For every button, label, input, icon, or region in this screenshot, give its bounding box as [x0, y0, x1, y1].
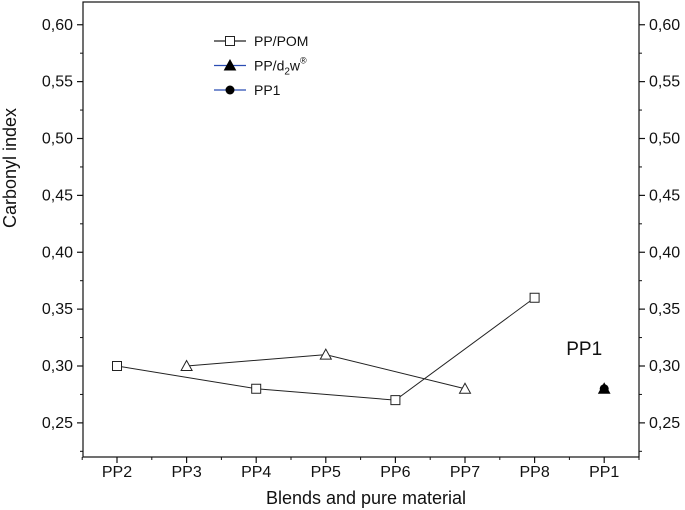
right-y-tick-label: 0,25: [649, 415, 680, 432]
data-point: [390, 395, 401, 406]
right-y-tick-label: 0,30: [649, 358, 680, 375]
data-point: [319, 348, 333, 360]
right-y-axis: 0,25 0,30 0,35 0,40 0,45 0,50 0,55 0,60: [639, 17, 680, 452]
legend-marker: [223, 58, 237, 71]
right-y-tick-label: 0,60: [649, 17, 680, 34]
series-line: [186, 354, 466, 390]
series-line: [116, 297, 535, 401]
x-tick-label: PP6: [380, 464, 410, 481]
legend-label: PP/POM: [254, 33, 308, 49]
series-1: [112, 292, 540, 406]
right-y-tick-label: 0,35: [649, 301, 680, 318]
x-axis-title: Blends and pure material: [266, 488, 466, 508]
legend-item: PP/d2w®: [214, 56, 307, 78]
legend-label: PP1: [254, 82, 281, 98]
legend-label: PP/d2w®: [254, 56, 307, 78]
annotations: PP1: [566, 339, 602, 360]
y-tick-label: 0,50: [42, 131, 73, 148]
y-tick-label: 0,30: [42, 358, 73, 375]
x-tick-label: PP4: [241, 464, 271, 481]
overlay-data-point: [597, 382, 611, 394]
y-tick-label: 0,60: [42, 17, 73, 34]
data-point: [529, 292, 540, 303]
legend-item: PP/POM: [214, 33, 308, 49]
y-tick-label: 0,25: [42, 415, 73, 432]
x-tick-label: PP8: [519, 464, 549, 481]
legend-marker: [225, 36, 235, 46]
x-axis: PP2 PP3 PP4 PP5 PP6 PP7 PP8 PP1: [81, 457, 640, 481]
plot-frame: [82, 1, 640, 458]
x-tick-label: PP7: [450, 464, 480, 481]
right-y-tick-label: 0,45: [649, 187, 680, 204]
annotation-label: PP1: [566, 339, 602, 360]
left-y-axis: 0,25 0,30 0,35 0,40 0,45 0,50 0,55 0,60: [42, 17, 83, 452]
x-tick-label: PP2: [102, 464, 132, 481]
right-y-tick-label: 0,40: [649, 244, 680, 261]
data-point: [458, 382, 472, 394]
series-layer: [112, 292, 611, 406]
data-point: [112, 361, 122, 371]
data-point: [251, 383, 262, 394]
x-tick-label: PP5: [311, 464, 341, 481]
right-y-tick-label: 0,50: [649, 131, 680, 148]
right-y-tick-label: 0,55: [649, 74, 680, 91]
legend-item: PP1: [214, 82, 281, 98]
y-tick-label: 0,45: [42, 187, 73, 204]
x-tick-label: PP3: [171, 464, 201, 481]
y-tick-label: 0,55: [42, 74, 73, 91]
y-tick-label: 0,35: [42, 301, 73, 318]
legend: PP/POM PP/d2w® PP1: [214, 33, 308, 98]
legend-marker: [225, 85, 235, 95]
data-point: [180, 359, 193, 371]
plot-border: [82, 1, 640, 458]
x-tick-label: PP1: [589, 464, 619, 481]
y-axis-title: Carbonyl index: [0, 108, 20, 228]
y-tick-label: 0,40: [42, 244, 73, 261]
series-2: [180, 348, 472, 394]
